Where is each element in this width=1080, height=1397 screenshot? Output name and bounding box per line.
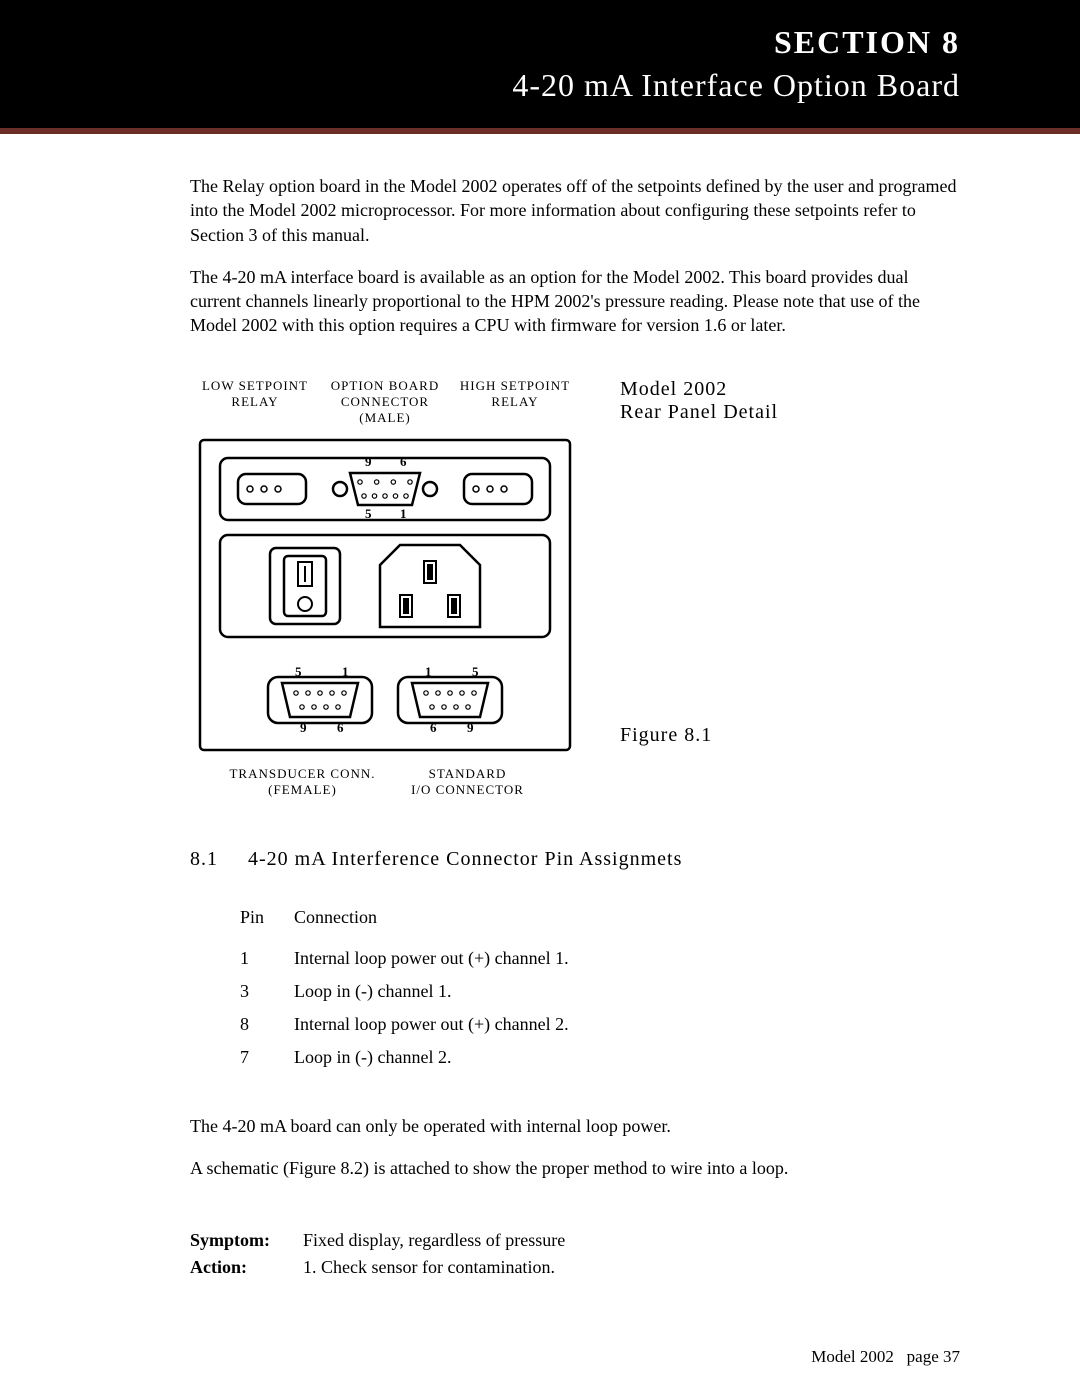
label-option-board: OPTION BOARD CONNECTOR (MALE) (320, 378, 450, 426)
figure-panel-label: Rear Panel Detail (620, 401, 960, 424)
action-text: 1. Check sensor for contamination. (303, 1257, 555, 1278)
svg-text:6: 6 (400, 454, 407, 469)
svg-text:1: 1 (400, 506, 407, 521)
subsection-title: 4-20 mA Interference Connector Pin Assig… (248, 848, 682, 871)
table-row: 8Internal loop power out (+) channel 2. (240, 1008, 599, 1041)
svg-text:1: 1 (342, 664, 349, 679)
after-table-para-2: A schematic (Figure 8.2) is attached to … (190, 1156, 960, 1180)
footer-page: page 37 (907, 1347, 960, 1366)
pin-table: Pin Connection 1Internal loop power out … (240, 901, 599, 1074)
label-transducer: TRANSDUCER CONN. (FEMALE) (220, 766, 385, 798)
content: The Relay option board in the Model 2002… (0, 134, 1080, 1278)
footer-model: Model 2002 (811, 1347, 894, 1366)
after-table-para-1: The 4-20 mA board can only be operated w… (190, 1114, 960, 1138)
section-number: SECTION 8 (0, 24, 960, 61)
svg-text:6: 6 (337, 720, 344, 735)
troubleshoot-block: Symptom: Fixed display, regardless of pr… (190, 1230, 960, 1278)
svg-text:5: 5 (295, 664, 302, 679)
header-band: SECTION 8 4-20 mA Interface Option Board (0, 0, 1080, 128)
svg-text:6: 6 (430, 720, 437, 735)
table-row: 7Loop in (-) channel 2. (240, 1041, 599, 1074)
figure-top-labels: LOW SETPOINT RELAY OPTION BOARD CONNECTO… (190, 378, 580, 426)
svg-text:9: 9 (467, 720, 474, 735)
table-row: 1Internal loop power out (+) channel 1. (240, 942, 599, 975)
action-label: Action: (190, 1257, 285, 1278)
svg-text:9: 9 (300, 720, 307, 735)
table-header-row: Pin Connection (240, 901, 599, 942)
svg-text:5: 5 (365, 506, 372, 521)
page-footer: Model 2002 page 37 (811, 1347, 960, 1367)
svg-text:5: 5 (472, 664, 479, 679)
label-low-setpoint: LOW SETPOINT RELAY (190, 378, 320, 426)
figure-bottom-labels: TRANSDUCER CONN. (FEMALE) STANDARD I/O C… (190, 766, 580, 798)
svg-text:1: 1 (425, 664, 432, 679)
figure-model-label: Model 2002 (620, 378, 960, 401)
figure-caption: Figure 8.1 (620, 724, 960, 747)
action-row: Action: 1. Check sensor for contaminatio… (190, 1257, 960, 1278)
subsection-number: 8.1 (190, 848, 218, 871)
section-title: 4-20 mA Interface Option Board (0, 67, 960, 104)
label-io-connector: STANDARD I/O CONNECTOR (385, 766, 550, 798)
col-connection: Connection (294, 901, 599, 942)
intro-paragraph-1: The Relay option board in the Model 2002… (190, 174, 960, 247)
symptom-row: Symptom: Fixed display, regardless of pr… (190, 1230, 960, 1251)
page: SECTION 8 4-20 mA Interface Option Board… (0, 0, 1080, 1397)
intro-paragraph-2: The 4-20 mA interface board is available… (190, 265, 960, 338)
col-pin: Pin (240, 901, 294, 942)
rear-panel-diagram: 9 6 5 1 5 1 9 6 1 5 6 9 (190, 430, 580, 760)
figure-left: LOW SETPOINT RELAY OPTION BOARD CONNECTO… (190, 378, 580, 798)
svg-text:9: 9 (365, 454, 372, 469)
symptom-text: Fixed display, regardless of pressure (303, 1230, 565, 1251)
figure-block: LOW SETPOINT RELAY OPTION BOARD CONNECTO… (190, 378, 960, 798)
label-high-setpoint: HIGH SETPOINT RELAY (450, 378, 580, 426)
subsection-heading: 8.1 4-20 mA Interference Connector Pin A… (190, 848, 960, 871)
table-row: 3Loop in (-) channel 1. (240, 975, 599, 1008)
figure-right: Model 2002 Rear Panel Detail Figure 8.1 (620, 378, 960, 798)
symptom-label: Symptom: (190, 1230, 285, 1251)
